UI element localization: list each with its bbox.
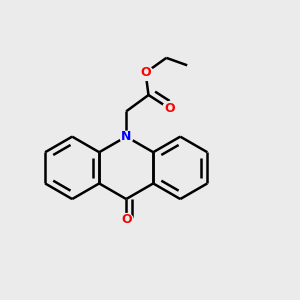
Text: N: N	[121, 130, 131, 143]
Text: O: O	[121, 213, 131, 226]
Text: O: O	[164, 102, 175, 115]
Text: O: O	[140, 66, 151, 79]
